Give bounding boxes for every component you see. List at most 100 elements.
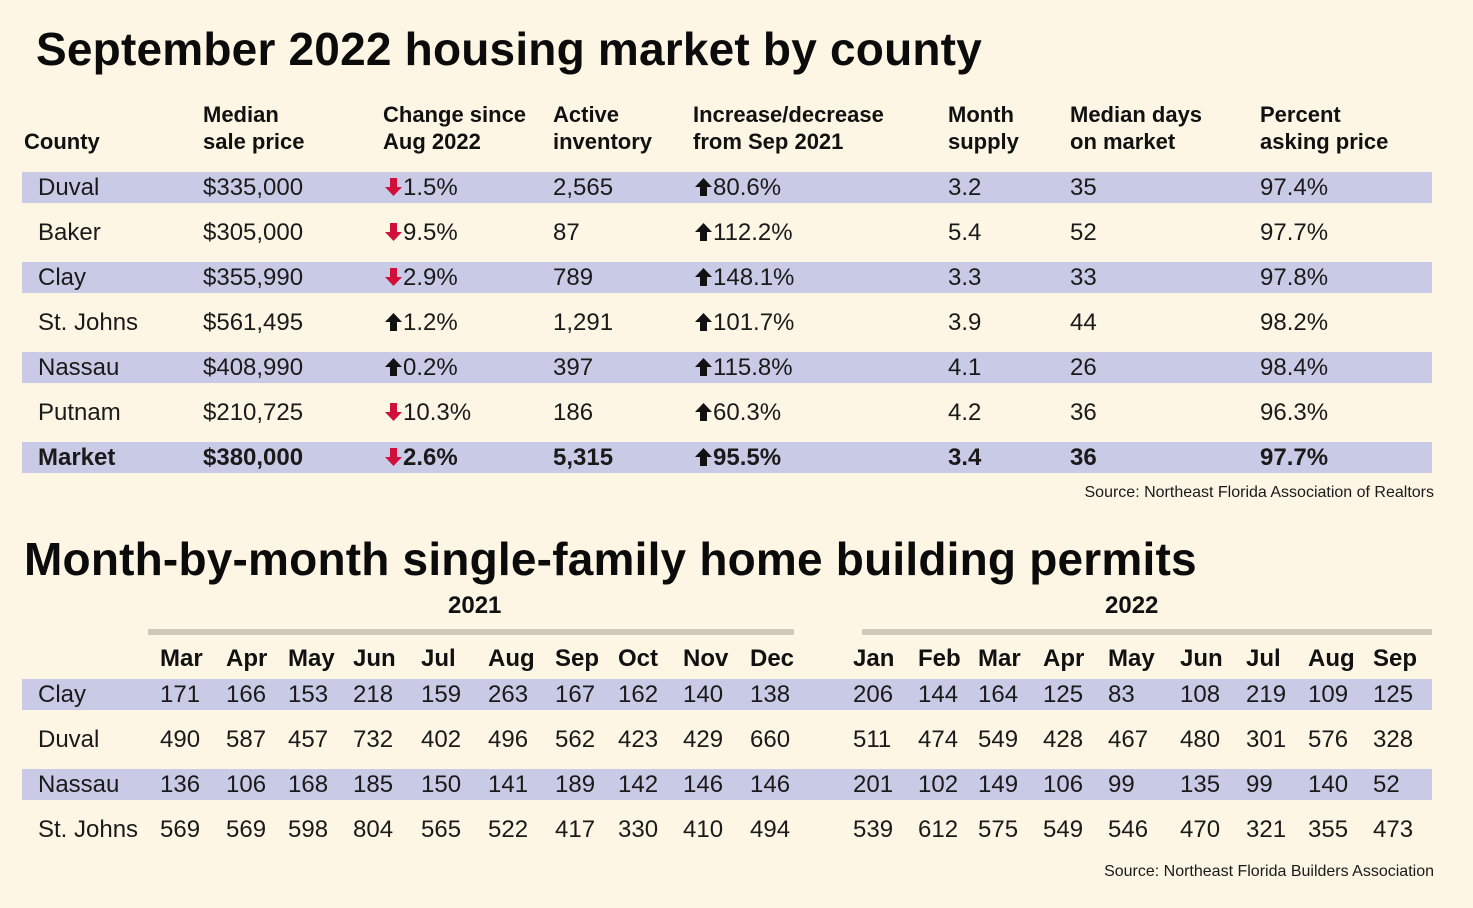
- year-label-2021: 2021: [448, 592, 502, 619]
- median-days-text: 36: [1070, 444, 1097, 471]
- percent-asking: 98.2%: [1260, 307, 1328, 338]
- median-days: 36: [1070, 397, 1097, 428]
- percent-asking: 97.8%: [1260, 262, 1328, 293]
- county-name-text: Duval: [38, 174, 100, 201]
- median-days: 33: [1070, 262, 1097, 293]
- median-sale-price-text: $335,000: [203, 174, 304, 201]
- up-arrow-icon: [695, 223, 712, 241]
- month-supply: 4.1: [948, 352, 981, 383]
- change-since-aug: 9.5%: [385, 217, 458, 248]
- permit-value: 429: [683, 726, 724, 753]
- active-inventory-text: 789: [553, 264, 594, 291]
- permit-value: 417: [555, 816, 596, 843]
- median-days-text: 36: [1070, 399, 1097, 426]
- month-header: Mar: [978, 645, 1021, 672]
- change-since-aug-text: 10.3%: [403, 399, 472, 426]
- permit-value: 102: [918, 771, 959, 798]
- county-name: Duval: [38, 172, 99, 203]
- permit-value: 467: [1108, 726, 1149, 753]
- month-header: May: [288, 645, 335, 672]
- permit-value: 330: [618, 816, 659, 843]
- permit-value: 804: [353, 816, 394, 843]
- down-arrow-icon: [385, 448, 402, 466]
- permit-value: 410: [683, 816, 724, 843]
- permit-value: 142: [618, 771, 659, 798]
- up-arrow-icon: [695, 358, 712, 376]
- permit-value: 108: [1180, 681, 1221, 708]
- month-header: Apr: [226, 645, 268, 672]
- county-name-text: Baker: [38, 219, 101, 246]
- change-since-aug-text: 9.5%: [403, 219, 458, 246]
- change-since-aug: 2.9%: [385, 262, 458, 293]
- percent-asking-text: 97.4%: [1260, 174, 1329, 201]
- percent-asking-text: 98.4%: [1260, 354, 1329, 381]
- header-month-supply: Month supply: [948, 102, 1019, 154]
- yoy-change-text: 80.6%: [713, 174, 782, 201]
- yoy-change: 101.7%: [695, 307, 794, 338]
- month-header: Jul: [421, 645, 456, 672]
- active-inventory-text: 5,315: [553, 444, 614, 471]
- month-header: Oct: [618, 645, 659, 672]
- row-band: [22, 442, 1432, 473]
- row-band: [22, 679, 1432, 710]
- change-since-aug-text: 2.9%: [403, 264, 458, 291]
- percent-asking: 97.4%: [1260, 172, 1328, 203]
- permit-value: 125: [1373, 681, 1414, 708]
- month-header: Aug: [488, 645, 535, 672]
- permit-value: 598: [288, 816, 329, 843]
- permit-value: 457: [288, 726, 329, 753]
- median-sale-price: $380,000: [203, 442, 303, 473]
- median-days-text: 44: [1070, 309, 1097, 336]
- permit-county-name: Duval: [38, 726, 100, 753]
- percent-asking-text: 97.7%: [1260, 219, 1329, 246]
- active-inventory: 87: [553, 217, 580, 248]
- year-rule-2022: [862, 629, 1432, 635]
- median-sale-price-text: $355,990: [203, 264, 304, 291]
- permit-value: 106: [226, 771, 267, 798]
- month-header: Mar: [160, 645, 203, 672]
- month-header: Feb: [918, 645, 961, 672]
- month-header: Jun: [1180, 645, 1223, 672]
- month-supply-text: 5.4: [948, 219, 982, 246]
- month-header: Jan: [853, 645, 895, 672]
- up-arrow-icon: [695, 313, 712, 331]
- permit-value: 125: [1043, 681, 1084, 708]
- permit-value: 189: [555, 771, 596, 798]
- permit-value: 575: [978, 816, 1019, 843]
- permit-county-name: Clay: [38, 681, 87, 708]
- header-yoy-change: Increase/decrease from Sep 2021: [693, 102, 884, 154]
- county-name-text: Putnam: [38, 399, 121, 426]
- permit-value: 732: [353, 726, 394, 753]
- percent-asking-text: 96.3%: [1260, 399, 1329, 426]
- median-days: 36: [1070, 442, 1097, 473]
- permit-value: 490: [160, 726, 201, 753]
- active-inventory: 186: [553, 397, 593, 428]
- permit-value: 546: [1108, 816, 1149, 843]
- month-header: Sep: [555, 645, 600, 672]
- up-arrow-icon: [695, 448, 712, 466]
- county-name-text: Market: [38, 444, 116, 471]
- permit-value: 549: [978, 726, 1019, 753]
- active-inventory: 1,291: [553, 307, 613, 338]
- yoy-change: 148.1%: [695, 262, 794, 293]
- percent-asking: 97.7%: [1260, 442, 1328, 473]
- month-header: Apr: [1043, 645, 1085, 672]
- housing-source: Source: Northeast Florida Association of…: [1084, 484, 1435, 501]
- month-header: Jul: [1246, 645, 1281, 672]
- down-arrow-icon: [385, 178, 402, 196]
- up-arrow-icon: [695, 178, 712, 196]
- permit-value: 539: [853, 816, 894, 843]
- housing-table-title: September 2022 housing market by county: [36, 23, 982, 75]
- permit-value: 52: [1373, 771, 1400, 798]
- county-name-text: Clay: [38, 264, 87, 291]
- permit-value: 301: [1246, 726, 1287, 753]
- median-sale-price-text: $210,725: [203, 399, 304, 426]
- median-sale-price: $210,725: [203, 397, 303, 428]
- permit-value: 138: [750, 681, 791, 708]
- permit-value: 99: [1108, 771, 1135, 798]
- active-inventory-text: 87: [553, 219, 580, 246]
- county-name: Putnam: [38, 397, 121, 428]
- permit-value: 473: [1373, 816, 1414, 843]
- median-days-text: 35: [1070, 174, 1097, 201]
- permit-value: 153: [288, 681, 329, 708]
